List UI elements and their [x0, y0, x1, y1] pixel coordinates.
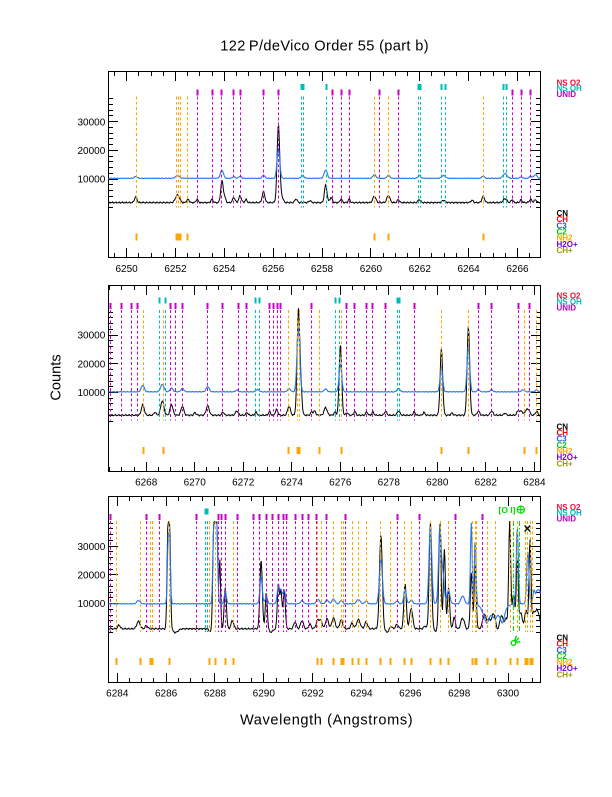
svg-text:NS OH: NS OH	[557, 84, 583, 93]
svg-text:6260: 6260	[360, 264, 383, 275]
svg-text:[O I]: [O I]	[499, 505, 516, 515]
svg-text:H2O+: H2O+	[557, 240, 578, 249]
svg-text:6264: 6264	[457, 264, 480, 275]
svg-text:20000: 20000	[77, 146, 105, 157]
svg-text:Wavelength (Angstroms): Wavelength (Angstroms)	[240, 713, 413, 729]
svg-text:6252: 6252	[164, 264, 187, 275]
svg-text:H2O+: H2O+	[557, 664, 578, 673]
svg-text:6270: 6270	[184, 477, 207, 488]
svg-text:6284: 6284	[523, 477, 546, 488]
svg-text:CH: CH	[557, 640, 569, 649]
svg-text:UNID: UNID	[557, 304, 577, 313]
svg-text:6256: 6256	[262, 264, 285, 275]
svg-text:Counts: Counts	[49, 354, 65, 400]
svg-text:H2O+: H2O+	[557, 453, 578, 462]
svg-text:C2: C2	[557, 441, 568, 450]
svg-text:6288: 6288	[204, 688, 227, 699]
svg-text:CN: CN	[557, 209, 569, 218]
svg-text:10000: 10000	[77, 599, 105, 610]
svg-text:NS O2: NS O2	[557, 503, 582, 512]
svg-text:6254: 6254	[213, 264, 236, 275]
svg-text:30000: 30000	[77, 542, 105, 553]
svg-text:6284: 6284	[106, 688, 129, 699]
svg-text:NS O2: NS O2	[557, 292, 582, 301]
svg-text:UNID: UNID	[557, 515, 577, 524]
svg-text:CH+: CH+	[557, 459, 574, 468]
svg-text:CH: CH	[557, 429, 569, 438]
svg-text:6268: 6268	[135, 477, 158, 488]
svg-text:CN: CN	[557, 422, 569, 431]
svg-text:C3: C3	[557, 221, 568, 230]
svg-text:6290: 6290	[253, 688, 276, 699]
svg-text:CN: CN	[557, 634, 569, 643]
svg-text:6274: 6274	[281, 477, 304, 488]
svg-text:CH+: CH+	[557, 246, 574, 255]
svg-text:6298: 6298	[448, 688, 471, 699]
svg-text:CH+: CH+	[557, 670, 574, 679]
svg-text:C3: C3	[557, 646, 568, 655]
svg-text:NS OH: NS OH	[557, 509, 583, 518]
svg-text:6250: 6250	[115, 264, 138, 275]
svg-text:30000: 30000	[77, 117, 105, 128]
svg-text:6272: 6272	[232, 477, 255, 488]
svg-text:6266: 6266	[506, 264, 529, 275]
svg-text:20000: 20000	[77, 571, 105, 582]
svg-text:6262: 6262	[409, 264, 432, 275]
svg-text:20000: 20000	[77, 359, 105, 370]
svg-text:122 P/deVico Order 55 (part b): 122 P/deVico Order 55 (part b)	[220, 39, 429, 55]
svg-text:6276: 6276	[329, 477, 352, 488]
svg-text:6300: 6300	[497, 688, 520, 699]
svg-text:6258: 6258	[311, 264, 334, 275]
svg-text:NS OH: NS OH	[557, 298, 583, 307]
svg-text:6296: 6296	[399, 688, 422, 699]
svg-text:10000: 10000	[77, 388, 105, 399]
svg-text:NH2: NH2	[557, 234, 574, 243]
svg-text:6294: 6294	[350, 688, 373, 699]
svg-text:C3: C3	[557, 435, 568, 444]
svg-text:C2: C2	[557, 227, 568, 236]
svg-text:C2: C2	[557, 652, 568, 661]
svg-text:6286: 6286	[155, 688, 178, 699]
svg-text:NH2: NH2	[557, 658, 574, 667]
svg-text:UNID: UNID	[557, 90, 577, 99]
svg-text:6282: 6282	[475, 477, 498, 488]
svg-text:30000: 30000	[77, 331, 105, 342]
svg-text:6280: 6280	[426, 477, 449, 488]
svg-text:6278: 6278	[378, 477, 401, 488]
svg-text:CH: CH	[557, 215, 569, 224]
svg-text:6292: 6292	[302, 688, 325, 699]
svg-text:NH2: NH2	[557, 447, 574, 456]
svg-text:10000: 10000	[77, 175, 105, 186]
svg-text:NS O2: NS O2	[557, 78, 582, 87]
